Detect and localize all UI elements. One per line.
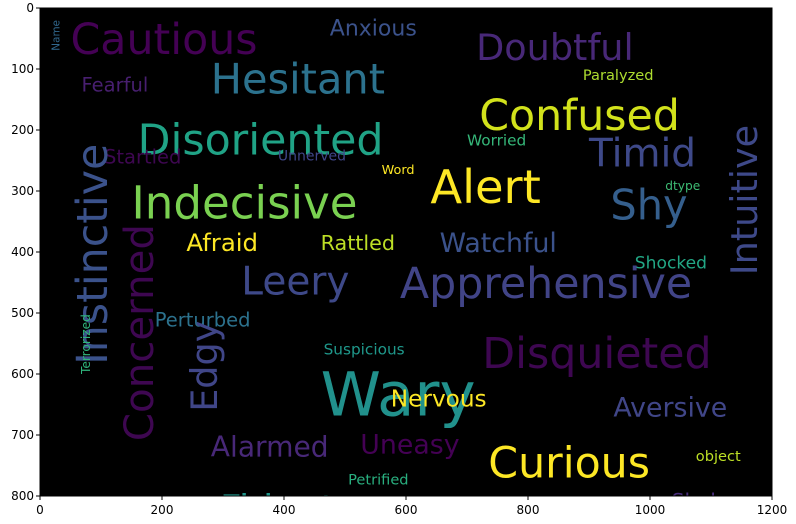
word-indecisive: Indecisive [132,176,358,229]
word-alert: Alert [430,160,540,214]
word-alarmed: Alarmed [211,430,329,463]
word-curious: Curious [488,439,650,489]
word-pensive: Pensive [461,494,615,524]
word-wary: Wary [321,360,476,431]
word-intuitive: Intuitive [723,125,766,275]
word-shy: Shy [610,181,687,230]
word-anxious: Anxious [330,17,417,42]
word-doubtful: Doubtful [476,26,634,69]
word-fidgety: Fidgety [220,487,358,524]
word-petrified: Petrified [348,471,408,488]
y-tick-label: 400 [11,245,34,259]
word-shaky: Shaky [671,489,733,513]
x-tick-label: 600 [395,503,418,517]
word-uneasy: Uneasy [360,429,459,460]
word-fearful: Fearful [82,74,149,97]
x-tick-label: 1000 [635,503,666,517]
word-afraid: Afraid [186,228,258,257]
y-tick-label: 300 [11,184,34,198]
word-edgy: Edgy [183,321,226,412]
x-tick-label: 1200 [757,503,788,517]
word-leery: Leery [241,260,349,305]
y-axis: 0 100 200 300 400 500 600 700 800 [11,1,40,503]
x-tick-label: 400 [273,503,296,517]
y-tick-label: 600 [11,367,34,381]
word-word: Word [382,163,415,178]
word-object: object [696,448,741,465]
word-perturbed: Perturbed [155,308,251,331]
plot-background [40,8,772,496]
word-rattled: Rattled [321,231,395,255]
word-dtype: dtype [665,179,700,193]
word-paralyzed: Paralyzed [583,67,654,84]
word-terrorized: Terrorized [79,314,93,375]
word-confused: Confused [479,91,680,141]
word-worried: Worried [467,131,526,149]
word-layer: Cautious Anxious Doubtful Name Hesitant Fearf… [51,15,766,524]
word-startled: Startled [104,146,181,169]
y-tick-label: 800 [11,489,34,503]
x-axis: 0 200 400 600 800 1000 1200 [36,496,787,517]
word-disoriented: Disoriented [138,115,384,165]
word-name: Name [51,20,63,51]
y-tick-label: 200 [11,123,34,137]
word-watchful: Watchful [440,228,557,259]
x-tick-label: 200 [151,503,174,517]
word-disquieted: Disquieted [482,329,711,379]
y-tick-label: 100 [11,62,34,76]
word-apprehensive: Apprehensive [400,259,692,309]
word-timid: Timid [588,132,696,177]
y-tick-label: 0 [26,1,34,15]
word-nervous: Nervous [391,385,487,412]
x-tick-label: 800 [517,503,540,517]
word-concerned: Concerned [116,224,163,441]
word-aversive: Aversive [613,393,727,424]
x-tick-label: 0 [36,503,44,517]
y-tick-label: 500 [11,306,34,320]
word-unnerved: Unnerved [278,149,346,165]
word-shocked: Shocked [635,254,707,274]
word-suspicious: Suspicious [324,341,405,359]
y-tick-label: 700 [11,428,34,442]
word-instinctive: Instinctive [68,144,118,365]
word-cautious: Cautious [71,15,258,65]
word-hesitant: Hesitant [211,54,385,103]
